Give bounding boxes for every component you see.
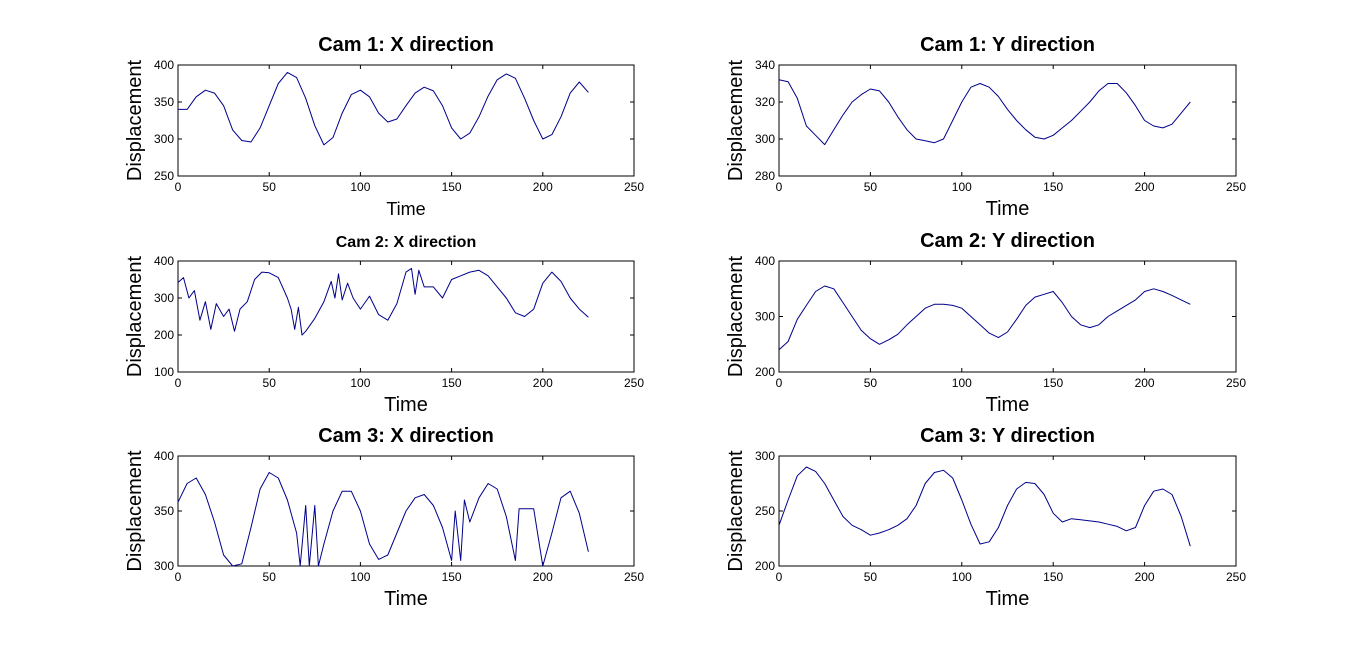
y-axis-label: Displacement [725, 450, 747, 572]
y-tick-label: 340 [755, 58, 775, 72]
y-tick-label: 200 [755, 559, 775, 573]
x-tick-label: 150 [1043, 376, 1063, 390]
y-axis-label: Displacement [124, 59, 146, 181]
y-axis-label: Displacement [725, 59, 747, 181]
subplot-2: 0 50 100 150 200 250 280 300 320 340 Cam 1: Y dire… [725, 34, 1246, 220]
x-tick-label: 0 [175, 376, 182, 390]
x-tick-label: 200 [1135, 570, 1155, 584]
axes-frame [177, 260, 635, 373]
x-tick-label: 50 [864, 376, 878, 390]
x-axis-label: Time [386, 199, 425, 219]
x-axis-label: Time [986, 588, 1030, 610]
subplot-1: 0 50 100 150 200 250 250 300 350 400 Cam 1: X dire… [124, 34, 644, 219]
x-tick-label: 0 [776, 376, 783, 390]
x-tick-label: 50 [263, 180, 277, 194]
chart-title: Cam 3: Y direction [920, 425, 1095, 447]
y-tick-label: 280 [755, 169, 775, 183]
x-tick-label: 250 [1226, 180, 1246, 194]
x-tick-label: 250 [624, 376, 644, 390]
subplot-5: 0 50 100 150 200 250 300 350 400 Cam 3: X directi… [124, 425, 644, 610]
x-tick-label: 150 [1043, 570, 1063, 584]
y-tick-label: 200 [154, 328, 174, 342]
x-tick-label: 150 [442, 180, 462, 194]
x-axis-label: Time [384, 588, 428, 610]
x-tick-label: 50 [864, 180, 878, 194]
x-tick-label: 0 [175, 180, 182, 194]
axes-frame [778, 260, 1237, 373]
x-tick-label: 100 [350, 376, 370, 390]
axes-frame [778, 455, 1237, 567]
y-tick-label: 300 [154, 132, 174, 146]
y-tick-label: 250 [755, 504, 775, 518]
x-tick-label: 250 [1226, 570, 1246, 584]
y-tick-label: 300 [154, 291, 174, 305]
x-tick-label: 50 [864, 570, 878, 584]
y-tick-label: 350 [154, 504, 174, 518]
x-tick-label: 200 [1135, 180, 1155, 194]
y-tick-label: 320 [755, 95, 775, 109]
y-tick-label: 300 [154, 559, 174, 573]
series-line [177, 472, 589, 567]
x-axis-label: Time [986, 198, 1030, 220]
x-tick-label: 150 [442, 376, 462, 390]
y-tick-label: 400 [154, 58, 174, 72]
y-axis-label: Displacement [124, 255, 146, 377]
chart-title: Cam 1: Y direction [920, 34, 1095, 56]
x-tick-label: 0 [776, 570, 783, 584]
chart-title: Cam 3: X direction [318, 425, 494, 447]
x-tick-label: 200 [533, 376, 553, 390]
axes-frame [778, 64, 1237, 177]
x-tick-label: 250 [1226, 376, 1246, 390]
y-tick-label: 400 [154, 254, 174, 268]
x-tick-label: 150 [442, 570, 462, 584]
x-tick-label: 200 [1135, 376, 1155, 390]
x-tick-label: 100 [350, 570, 370, 584]
subplot-6: 0 50 100 150 200 250 200 250 300 Cam 3: Y directi… [725, 425, 1246, 610]
x-axis-label: Time [384, 394, 428, 416]
series-line [178, 71, 589, 146]
x-axis-label: Time [986, 394, 1030, 416]
x-tick-label: 150 [1043, 180, 1063, 194]
subplot-3: 0 50 100 150 200 250 100 200 300 400 Cam 2: X dire… [124, 234, 644, 416]
x-tick-label: 0 [175, 570, 182, 584]
chart-title: Cam 2: X direction [336, 234, 476, 251]
y-tick-label: 300 [755, 449, 775, 463]
x-tick-label: 200 [533, 570, 553, 584]
series-line [177, 267, 589, 336]
x-tick-label: 250 [624, 570, 644, 584]
y-tick-label: 400 [755, 254, 775, 268]
x-tick-label: 0 [776, 180, 783, 194]
y-axis-label: Displacement [725, 255, 747, 377]
x-tick-label: 100 [952, 570, 972, 584]
series-line [778, 466, 1191, 547]
x-tick-label: 50 [263, 376, 277, 390]
chart-title: Cam 1: X direction [318, 34, 494, 56]
x-tick-label: 50 [263, 570, 277, 584]
x-tick-label: 100 [952, 376, 972, 390]
y-tick-label: 300 [755, 310, 775, 324]
axes-frame [177, 64, 635, 177]
x-tick-label: 100 [952, 180, 972, 194]
x-tick-label: 100 [350, 180, 370, 194]
y-tick-label: 400 [154, 449, 174, 463]
subplot-4: 0 50 100 150 200 250 200 300 400 Cam 2: Y directi… [725, 230, 1246, 416]
y-tick-label: 250 [154, 169, 174, 183]
y-tick-label: 350 [154, 95, 174, 109]
x-tick-label: 250 [624, 180, 644, 194]
y-tick-label: 300 [755, 132, 775, 146]
y-tick-label: 100 [154, 365, 174, 379]
y-axis-label: Displacement [124, 450, 146, 572]
series-line [778, 285, 1191, 351]
x-tick-label: 200 [533, 180, 553, 194]
series-line [778, 79, 1191, 146]
y-tick-label: 200 [755, 365, 775, 379]
chart-title: Cam 2: Y direction [920, 230, 1095, 252]
